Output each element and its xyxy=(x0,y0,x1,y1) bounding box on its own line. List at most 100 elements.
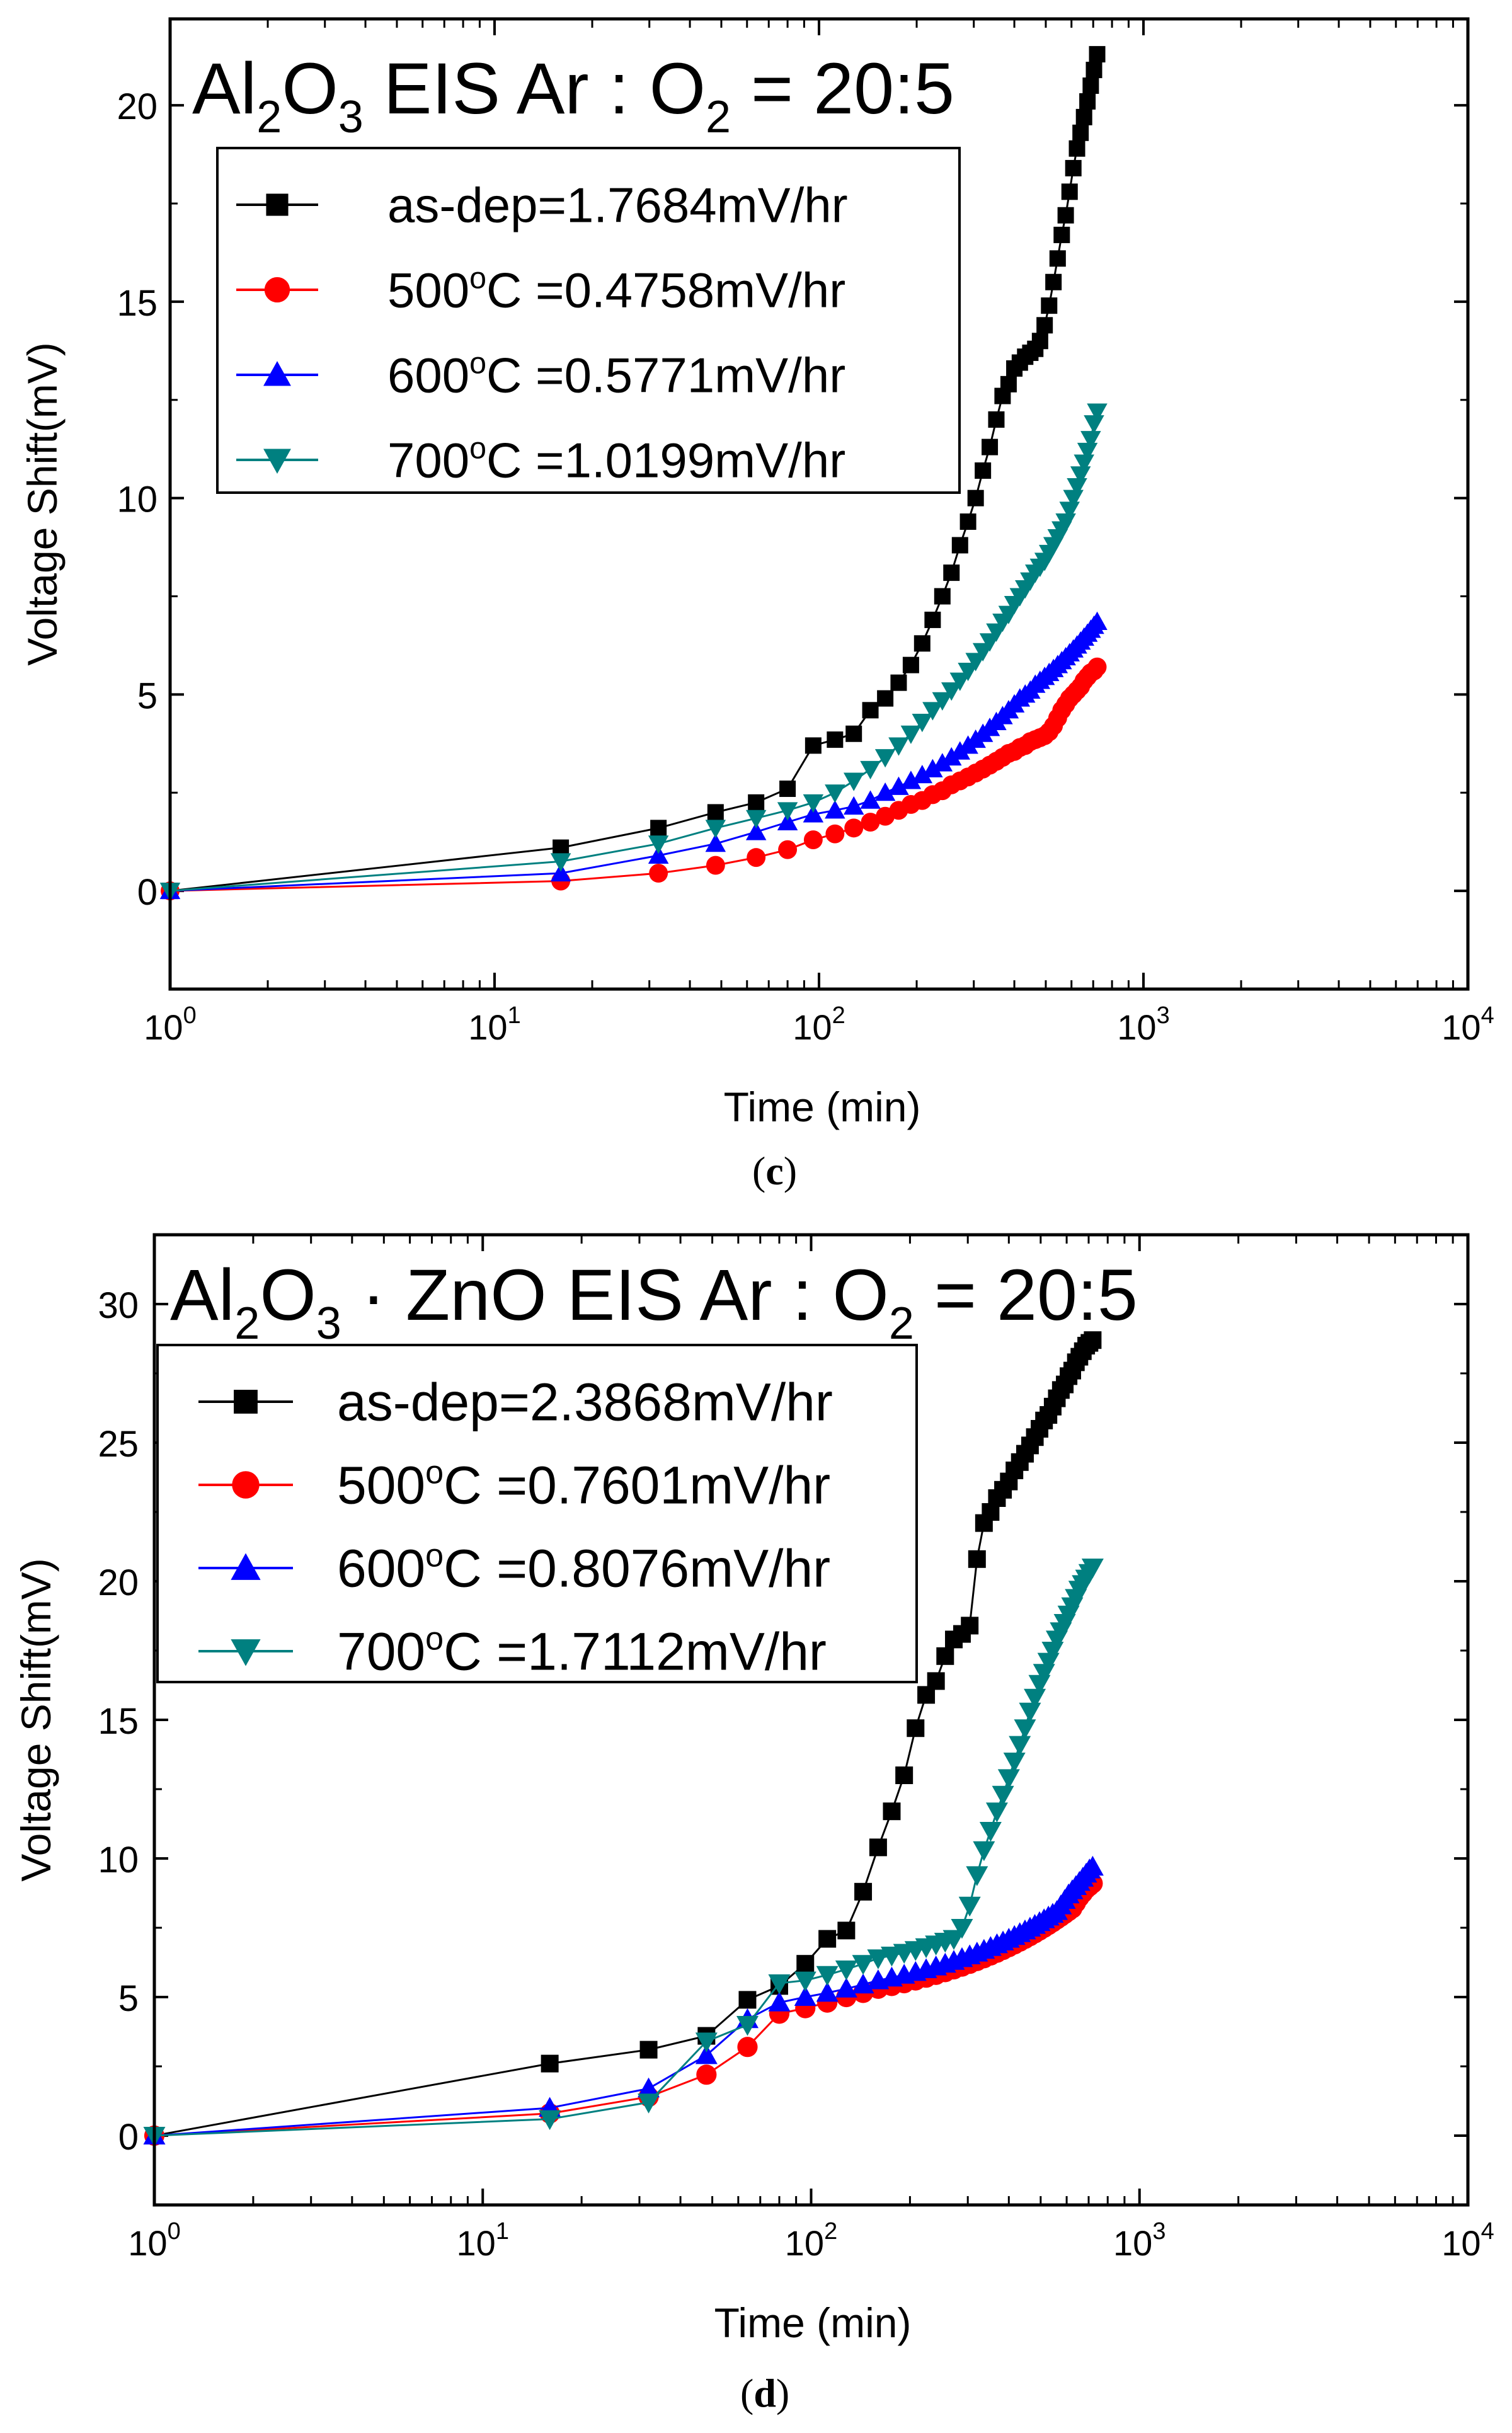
data-point xyxy=(1059,501,1080,520)
series-line xyxy=(169,54,1098,892)
data-point xyxy=(1000,375,1017,392)
data-point xyxy=(869,1838,887,1857)
data-point xyxy=(1087,403,1108,422)
data-marks xyxy=(159,46,1108,902)
x-tick-label: 104 xyxy=(1441,2218,1494,2263)
legend-marker xyxy=(231,1639,261,1666)
data-point xyxy=(844,818,864,838)
data-point xyxy=(843,772,864,791)
legend: as-dep=2.3868mV/hr 500oC =0.7601mV/hr 600o… xyxy=(156,1344,918,1683)
data-point xyxy=(966,1866,988,1886)
data-point xyxy=(942,1930,965,1950)
data-point xyxy=(860,760,881,780)
data-point xyxy=(777,802,798,821)
data-point xyxy=(825,824,845,844)
data-point xyxy=(638,2077,660,2098)
data-point xyxy=(837,1921,856,1940)
data-point xyxy=(1049,250,1066,267)
data-point xyxy=(880,1947,903,1967)
x-tick-label: 100 xyxy=(144,1002,196,1047)
data-point xyxy=(959,513,976,530)
data-point xyxy=(553,839,570,856)
y-tick-label: 15 xyxy=(98,1701,139,1742)
data-point xyxy=(1009,1736,1031,1756)
data-point xyxy=(1080,431,1101,450)
legend-marker xyxy=(234,1390,258,1414)
data-point xyxy=(747,848,766,867)
legend-entry: as-dep=1.7684mV/hr xyxy=(236,177,848,232)
data-point xyxy=(550,862,571,882)
x-axis-label: Time (min) xyxy=(724,1084,921,1130)
data-point xyxy=(650,820,667,837)
data-point xyxy=(900,725,922,744)
x-tick-labels: 100 101 102 103 104 xyxy=(128,2218,1494,2263)
data-point xyxy=(975,462,992,479)
data-point xyxy=(883,1802,901,1821)
legend-label: 700oC =1.7112mV/hr xyxy=(337,1620,827,1681)
panel-label: (c) xyxy=(752,1148,797,1193)
data-point xyxy=(779,781,796,798)
y-tick-labels: 0 5 10 15 20 25 30 xyxy=(98,1285,139,2158)
data-point xyxy=(1003,1753,1026,1773)
data-point xyxy=(914,635,931,652)
data-point xyxy=(874,782,896,801)
data-point xyxy=(951,537,968,554)
y-tick-label: 20 xyxy=(98,1562,139,1603)
data-point xyxy=(649,864,668,883)
y-tick-label: 30 xyxy=(98,1285,139,1326)
x-tick-label: 100 xyxy=(128,2218,180,2263)
data-point xyxy=(874,749,896,768)
data-point xyxy=(967,489,984,507)
data-point xyxy=(958,662,978,682)
data-point xyxy=(867,1949,890,1969)
data-point xyxy=(539,2110,561,2131)
data-point xyxy=(968,1550,986,1568)
series-square xyxy=(146,1331,1102,2144)
y-axis-label: Voltage Shift(mV) xyxy=(13,1558,59,1882)
x-axis-label: Time (min) xyxy=(714,2299,912,2346)
panel-label-letter: c xyxy=(765,1148,783,1193)
data-point xyxy=(745,821,767,840)
data-point xyxy=(695,2044,718,2064)
data-point xyxy=(860,790,881,809)
legend-label: 700oC =1.0199mV/hr xyxy=(387,432,845,488)
series-circle xyxy=(144,1873,1103,2146)
data-point xyxy=(736,2016,759,2036)
data-point xyxy=(1031,333,1048,350)
legend-entry: 700oC =1.0199mV/hr xyxy=(236,432,845,488)
x-tick-label: 101 xyxy=(468,1002,520,1047)
legend-label: as-dep=2.3868mV/hr xyxy=(337,1372,833,1431)
data-point xyxy=(877,690,894,707)
data-point xyxy=(1087,611,1108,631)
data-point xyxy=(951,1919,973,1939)
data-point xyxy=(827,731,844,748)
series-triangle-up xyxy=(159,611,1108,900)
data-point xyxy=(1055,513,1076,532)
data-point xyxy=(1024,1688,1046,1709)
data-point xyxy=(1079,93,1096,110)
data-point xyxy=(1045,273,1062,290)
data-point xyxy=(932,753,953,772)
data-point xyxy=(748,794,765,811)
data-point xyxy=(941,682,962,701)
y-tick-label: 5 xyxy=(118,1978,139,2019)
data-point xyxy=(900,770,922,789)
data-point xyxy=(825,784,845,803)
legend-entry: 500oC =0.4758mV/hr xyxy=(236,261,845,318)
data-point xyxy=(1036,317,1053,334)
data-point xyxy=(936,1647,954,1665)
legend-entry: 700oC =1.7112mV/hr xyxy=(198,1620,827,1681)
legend-marker xyxy=(231,1553,261,1580)
data-point xyxy=(705,833,726,852)
chart-panel-c: 0 5 10 15 20 100 101 102 103 104 Al2O3 EIS Ar : … xyxy=(19,17,1494,1193)
x-tick-label: 101 xyxy=(457,2218,509,2263)
data-point xyxy=(961,1617,979,1635)
data-point xyxy=(922,702,943,721)
legend-entry: 600oC =0.8076mV/hr xyxy=(198,1537,830,1598)
data-point xyxy=(745,810,767,829)
data-point xyxy=(997,1769,1020,1789)
chart-title: Al2O3 EIS Ar : O2 = 20:5 xyxy=(192,49,954,142)
data-point xyxy=(1067,478,1087,497)
data-point xyxy=(1053,226,1070,243)
data-point xyxy=(895,1766,914,1784)
